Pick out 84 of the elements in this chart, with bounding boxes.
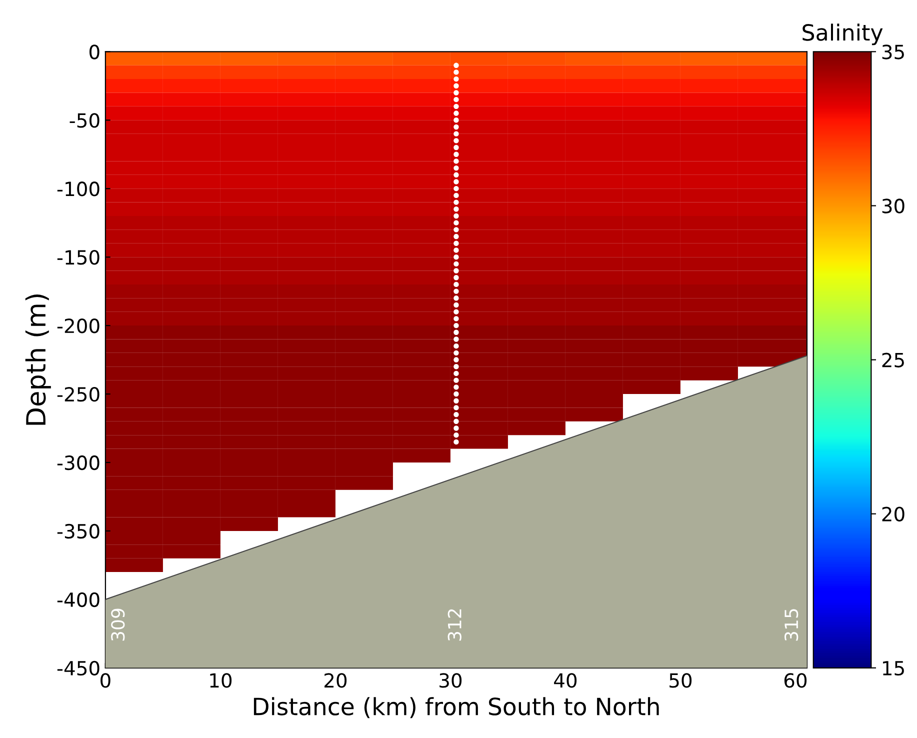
point: [454, 288, 459, 294]
y-tick-label: -50: [70, 113, 100, 128]
point: [454, 268, 459, 274]
point: [454, 118, 459, 123]
point: [454, 186, 459, 192]
annotation: 309: [111, 608, 125, 641]
x-tick-label: 20: [324, 673, 347, 688]
point: [454, 213, 459, 219]
point: [454, 439, 459, 445]
point: [454, 172, 459, 178]
point: [454, 275, 459, 280]
color-bar-label: 35: [882, 44, 904, 60]
x-tick-label: 10: [210, 673, 232, 688]
y-tick-label: -250: [57, 386, 100, 402]
point: [454, 90, 459, 96]
point: [454, 83, 459, 88]
point: [454, 418, 459, 424]
point: [454, 350, 459, 356]
point: [454, 322, 459, 328]
point: [454, 398, 459, 404]
point: [454, 144, 459, 150]
annotation: 312: [448, 609, 462, 641]
point: [454, 124, 459, 130]
point: [454, 206, 459, 212]
point: [454, 405, 459, 410]
x-axis-title: Distance (km) from South to North: [254, 697, 659, 718]
point: [454, 302, 459, 308]
point: [454, 192, 459, 198]
point: [454, 200, 459, 205]
point: [454, 152, 459, 157]
point: [454, 261, 459, 267]
point: [454, 62, 459, 68]
point: [454, 336, 459, 342]
y-tick-label: -300: [57, 455, 100, 470]
point: [454, 412, 459, 418]
point: [454, 364, 459, 370]
point: [454, 179, 459, 184]
point: [454, 316, 459, 322]
color-bar-title: Salinity: [802, 24, 883, 46]
point: [454, 138, 459, 144]
point: [454, 131, 459, 136]
point: [454, 330, 459, 335]
point: [454, 248, 459, 253]
point: [454, 234, 459, 240]
x-tick-label: 30: [440, 673, 462, 688]
point: [454, 240, 459, 246]
point: [454, 76, 459, 82]
color-bar-label: 30: [882, 198, 904, 214]
y-axis-title: Depth (m): [25, 294, 51, 425]
color-bar-label: 15: [883, 661, 904, 676]
point: [454, 426, 459, 431]
point: [454, 357, 459, 362]
y-tick-label: -150: [57, 250, 100, 265]
x-tick-label: 40: [554, 673, 577, 688]
color-bar-label: 25: [882, 352, 904, 368]
annotation: 315: [784, 609, 798, 641]
point: [454, 378, 459, 383]
point: [454, 432, 459, 438]
point: [454, 227, 459, 232]
point: [454, 343, 459, 349]
point: [454, 104, 459, 110]
point: [454, 96, 459, 102]
y-tick-label: -100: [57, 182, 100, 196]
point: [454, 220, 459, 226]
point: [454, 282, 459, 288]
point: [454, 158, 459, 164]
x-tick-label: 50: [670, 673, 692, 688]
point: [454, 165, 459, 171]
y-tick-label: -450: [57, 660, 100, 676]
point: [454, 370, 459, 376]
point: [454, 391, 459, 397]
point: [454, 296, 459, 301]
point: [454, 254, 459, 260]
y-tick-label: -350: [57, 524, 100, 539]
color-bar-label: 20: [882, 506, 904, 522]
point: [454, 309, 459, 314]
y-tick-label: -400: [57, 592, 100, 608]
y-tick-label: -200: [57, 318, 100, 334]
y-tick-label: 0: [90, 44, 100, 60]
point: [454, 70, 459, 75]
x-tick-label: 60: [784, 673, 807, 688]
point: [454, 384, 459, 390]
x-tick-label: 0: [100, 673, 110, 688]
point: [454, 110, 459, 116]
